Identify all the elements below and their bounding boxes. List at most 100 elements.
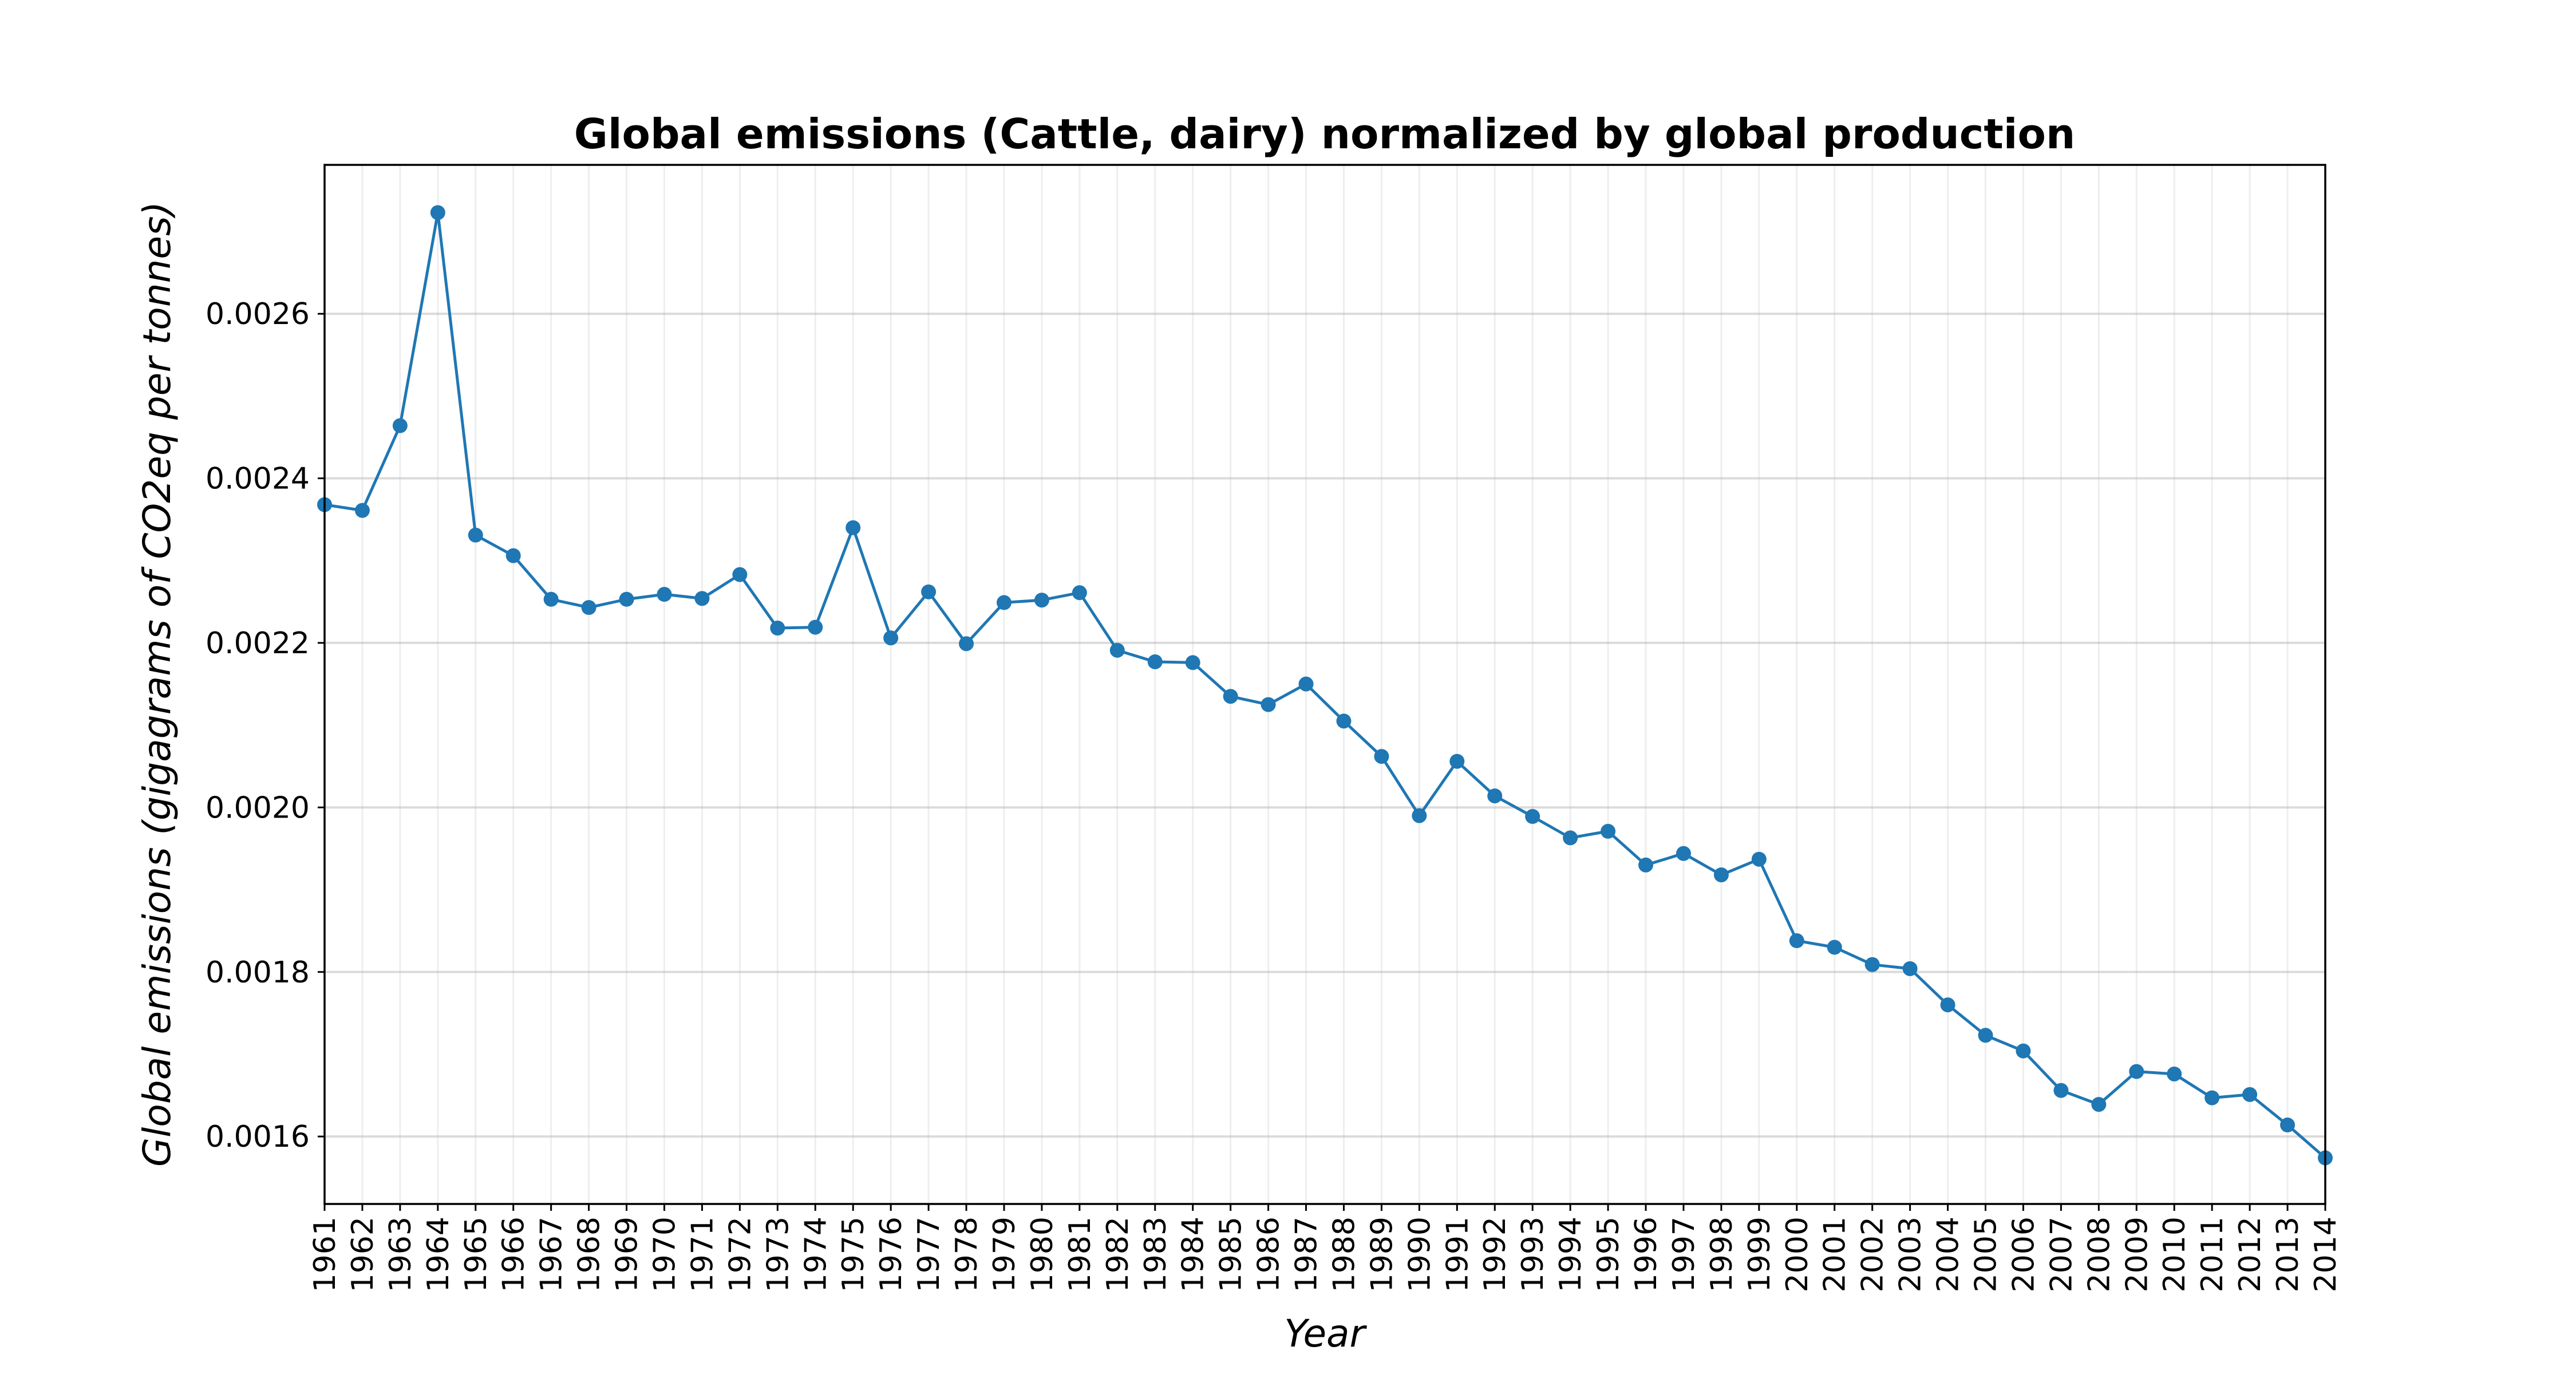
x-tick-label: 2007	[2044, 1217, 2079, 1292]
data-point	[1487, 788, 1503, 804]
data-point	[505, 548, 521, 563]
data-point	[1147, 654, 1163, 669]
x-tick-label: 1992	[1478, 1217, 1512, 1292]
x-tick-label: 2011	[2195, 1217, 2230, 1292]
data-point	[1713, 867, 1729, 883]
x-tick-label: 1982	[1101, 1217, 1135, 1292]
x-tick-label: 1966	[497, 1217, 531, 1292]
x-tick-label: 1964	[421, 1217, 456, 1292]
x-axis-label: Year	[1284, 1312, 1367, 1356]
data-point	[1449, 753, 1465, 769]
x-tick-label: 1968	[572, 1217, 607, 1292]
data-point	[1638, 857, 1654, 872]
data-point	[1827, 939, 1842, 955]
x-tick-label: 1985	[1214, 1217, 1249, 1292]
data-point	[2016, 1043, 2031, 1059]
data-point	[1789, 933, 1804, 949]
data-point	[1601, 824, 1616, 839]
data-point	[1676, 846, 1691, 861]
data-point	[2280, 1118, 2296, 1133]
x-tick-label: 1974	[799, 1217, 833, 1292]
data-point	[1034, 593, 1049, 608]
data-point	[996, 595, 1012, 610]
data-point	[1525, 809, 1540, 824]
data-point	[430, 205, 445, 220]
data-point	[2129, 1064, 2144, 1079]
y-axis-label: Global emissions (gigagrams of CO2eq per…	[135, 202, 179, 1167]
x-tick-label: 1973	[761, 1217, 795, 1292]
x-tick-label: 2012	[2233, 1217, 2267, 1292]
x-tick-label: 1996	[1629, 1217, 1664, 1292]
x-tick-label: 1990	[1402, 1217, 1437, 1292]
x-tick-label: 1991	[1440, 1217, 1475, 1292]
data-point	[1412, 808, 1427, 823]
x-tick-label: 1987	[1290, 1217, 1324, 1292]
data-point	[1223, 689, 1238, 704]
x-tick-label: 2006	[2006, 1217, 2041, 1292]
x-tick-label: 2002	[1856, 1217, 1890, 1292]
data-point	[732, 567, 748, 582]
x-tick-label: 1993	[1516, 1217, 1550, 1292]
data-point	[468, 527, 483, 543]
data-point	[2091, 1097, 2107, 1112]
x-tick-label: 1961	[308, 1217, 342, 1292]
plot-frame	[323, 164, 2326, 1205]
x-tick-label: 2003	[1894, 1217, 1928, 1292]
data-point	[619, 591, 634, 607]
x-tick-label: 1979	[987, 1217, 1022, 1292]
x-tick-label: 1971	[685, 1217, 720, 1292]
x-tick-label: 1970	[647, 1217, 682, 1292]
x-tick-label: 1997	[1667, 1217, 1701, 1292]
x-tick-label: 2008	[2082, 1217, 2116, 1292]
x-tick-label: 1965	[459, 1217, 493, 1292]
x-tick-label: 1995	[1591, 1217, 1626, 1292]
data-point	[1336, 713, 1352, 729]
x-tick-label: 2005	[1969, 1217, 2004, 1292]
data-point	[959, 636, 974, 652]
x-tick-label: 2010	[2158, 1217, 2192, 1292]
x-tick-label: 1975	[836, 1217, 871, 1292]
x-tick-label: 1963	[384, 1217, 418, 1292]
data-point	[2204, 1090, 2220, 1105]
x-tick-label: 1994	[1554, 1217, 1588, 1292]
data-point	[808, 619, 823, 635]
data-point	[1374, 749, 1389, 764]
x-tick-label: 1962	[346, 1217, 380, 1292]
data-point	[1298, 676, 1314, 692]
data-point	[2242, 1087, 2258, 1102]
x-tick-label: 1981	[1063, 1217, 1097, 1292]
data-point	[2053, 1083, 2069, 1098]
x-tick-label: 1977	[912, 1217, 946, 1292]
x-tick-label: 2001	[1818, 1217, 1852, 1292]
chart-title: Global emissions (Cattle, dairy) normali…	[574, 110, 2075, 158]
y-tick-label: 0.0018	[206, 956, 310, 990]
x-tick-label: 1986	[1252, 1217, 1286, 1292]
x-tick-label: 1989	[1365, 1217, 1399, 1292]
data-point	[1864, 957, 1880, 972]
data-point	[657, 587, 672, 602]
data-point	[846, 520, 861, 535]
y-tick-label: 0.0020	[206, 791, 310, 825]
x-tick-label: 1983	[1139, 1217, 1173, 1292]
x-tick-label: 1969	[610, 1217, 645, 1292]
x-tick-label: 1967	[535, 1217, 569, 1292]
x-tick-label: 1984	[1176, 1217, 1211, 1292]
x-tick-label: 2000	[1780, 1217, 1815, 1292]
data-point	[1751, 851, 1767, 867]
data-point	[770, 621, 785, 636]
x-tick-label: 1980	[1025, 1217, 1060, 1292]
data-point	[1978, 1028, 1993, 1043]
x-tick-label: 2013	[2271, 1217, 2305, 1292]
data-point	[1185, 655, 1200, 670]
data-point	[543, 591, 559, 607]
data-point	[1902, 961, 1918, 976]
data-point	[1072, 585, 1087, 601]
data-point	[354, 503, 370, 518]
x-tick-label: 2009	[2120, 1217, 2154, 1292]
x-tick-label: 1999	[1743, 1217, 1777, 1292]
x-tick-label: 1972	[723, 1217, 757, 1292]
y-tick-label: 0.0024	[206, 462, 310, 496]
x-tick-label: 2014	[2309, 1217, 2343, 1292]
x-tick-label: 1998	[1705, 1217, 1739, 1292]
